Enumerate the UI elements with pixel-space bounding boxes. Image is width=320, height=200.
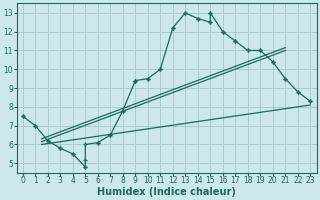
X-axis label: Humidex (Indice chaleur): Humidex (Indice chaleur) [97, 187, 236, 197]
